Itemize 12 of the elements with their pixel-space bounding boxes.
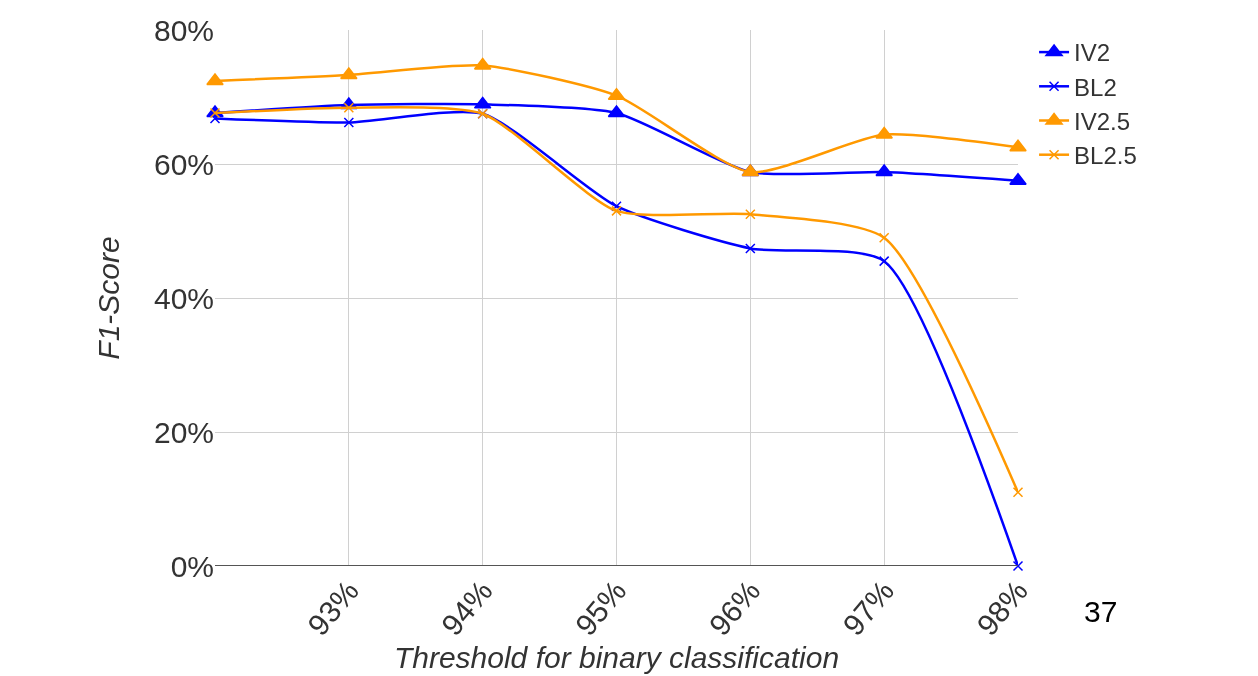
y-tick-label: 80% xyxy=(153,13,214,47)
legend-label: IV2.5 xyxy=(1074,107,1131,135)
y-tick-label: 60% xyxy=(153,147,214,181)
legend-label: IV2 xyxy=(1074,39,1111,67)
y-tick-label: 20% xyxy=(153,415,214,449)
y-tick-label: 40% xyxy=(153,281,214,315)
x-axis-title: Threshold for binary classification xyxy=(393,641,840,675)
y-tick-label: 0% xyxy=(170,549,214,583)
y-axis-title: F1-Score xyxy=(91,236,125,360)
legend-label: BL2.5 xyxy=(1074,142,1137,170)
legend-label: BL2 xyxy=(1074,73,1117,101)
text: 37 xyxy=(1084,595,1118,628)
